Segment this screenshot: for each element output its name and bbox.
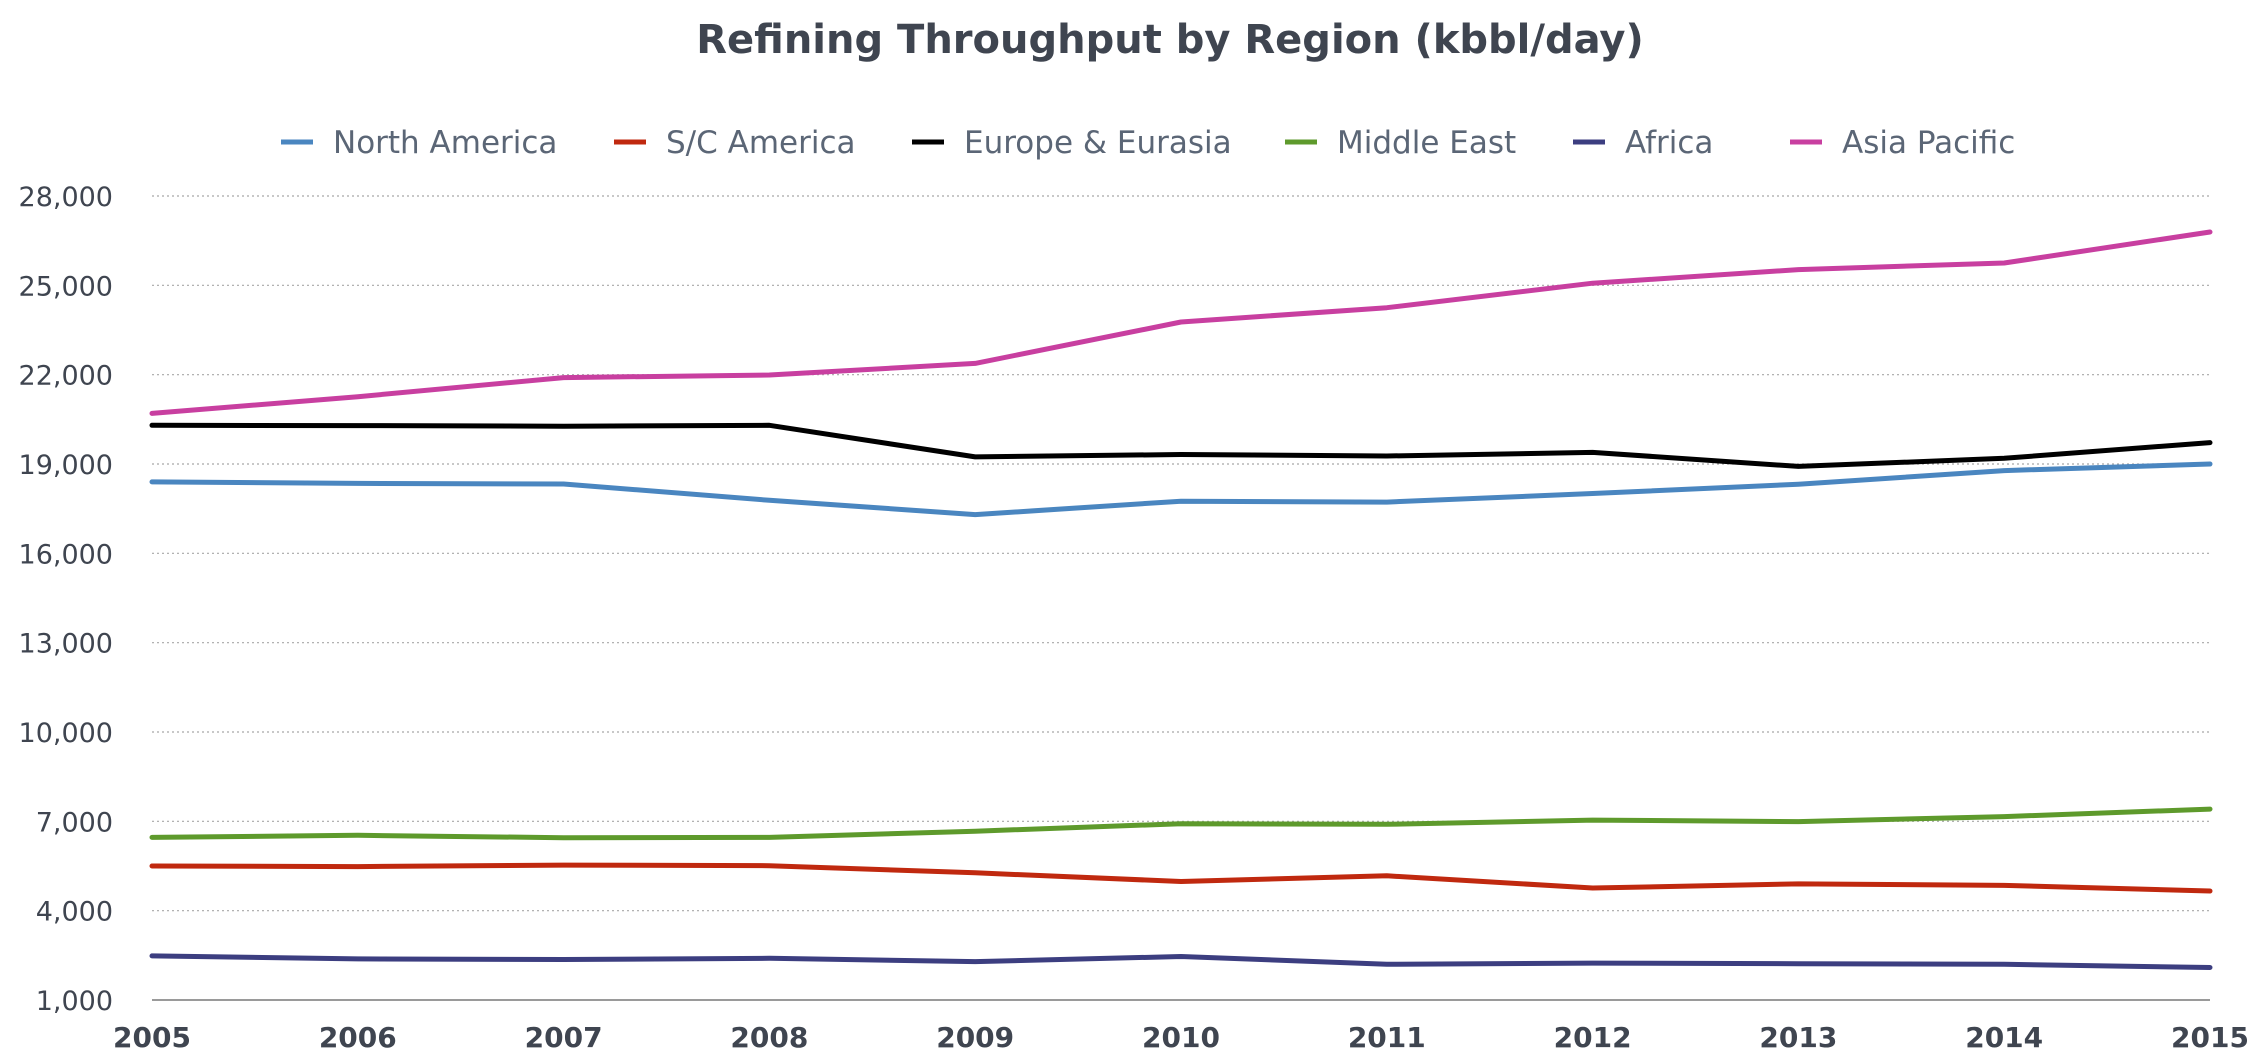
legend: North America S/C America Europe & Eurasia… <box>281 125 2015 161</box>
x-tick-label: 2015 <box>2171 1021 2249 1054</box>
series-line-asia-pacific <box>149 229 2213 416</box>
y-tick-label: 7,000 <box>36 807 113 838</box>
series-line-s-c-america <box>149 862 2213 894</box>
legend-item-europe-eurasia: Europe & Eurasia <box>912 125 1232 161</box>
x-tick-label: 2012 <box>1554 1021 1632 1054</box>
y-tick-label: 4,000 <box>36 897 113 928</box>
series-line-africa <box>149 953 2213 970</box>
series-layer <box>149 229 2213 970</box>
legend-label: North America <box>333 125 557 161</box>
legend-item-s-c-america: S/C America <box>614 125 856 161</box>
x-tick-label: 2006 <box>319 1021 397 1054</box>
x-tick-label: 2007 <box>525 1021 603 1054</box>
y-tick-label: 13,000 <box>19 629 113 660</box>
series-line-europe-eurasia <box>149 422 2213 469</box>
legend-item-asia-pacific: Asia Pacific <box>1790 125 2015 161</box>
series-line-middle-east <box>149 806 2213 841</box>
legend-label: Africa <box>1625 125 1713 161</box>
y-tick-label: 22,000 <box>19 361 113 392</box>
chart-title: Refining Throughput by Region (kbbl/day) <box>696 17 1644 63</box>
legend-label: Europe & Eurasia <box>964 125 1232 161</box>
legend-item-middle-east: Middle East <box>1285 125 1516 161</box>
x-tick-label: 2011 <box>1348 1021 1426 1054</box>
y-tick-label: 10,000 <box>19 718 113 749</box>
x-tick-label: 2014 <box>1965 1021 2043 1054</box>
x-tick-label: 2008 <box>730 1021 808 1054</box>
y-tick-label: 25,000 <box>19 271 113 302</box>
series-line-north-america <box>149 461 2213 518</box>
legend-label: Asia Pacific <box>1842 125 2015 161</box>
x-tick-label: 2010 <box>1142 1021 1220 1054</box>
legend-item-north-america: North America <box>281 125 557 161</box>
x-tick-label: 2009 <box>936 1021 1014 1054</box>
x-tick-label: 2005 <box>113 1021 191 1054</box>
y-tick-label: 16,000 <box>19 539 113 570</box>
x-axis: 2005 2006 2007 2008 2009 2010 2011 2012 2013 2014… <box>113 1021 2249 1054</box>
y-tick-label: 1,000 <box>36 986 113 1017</box>
x-tick-label: 2013 <box>1759 1021 1837 1054</box>
y-tick-label: 28,000 <box>19 182 113 213</box>
legend-label: S/C America <box>666 125 856 161</box>
y-tick-label: 19,000 <box>19 450 113 481</box>
y-axis: 1,000 4,000 7,000 10,000 13,000 16,000 19,000 2… <box>19 182 113 1017</box>
legend-label: Middle East <box>1337 125 1516 161</box>
legend-item-africa: Africa <box>1573 125 1713 161</box>
